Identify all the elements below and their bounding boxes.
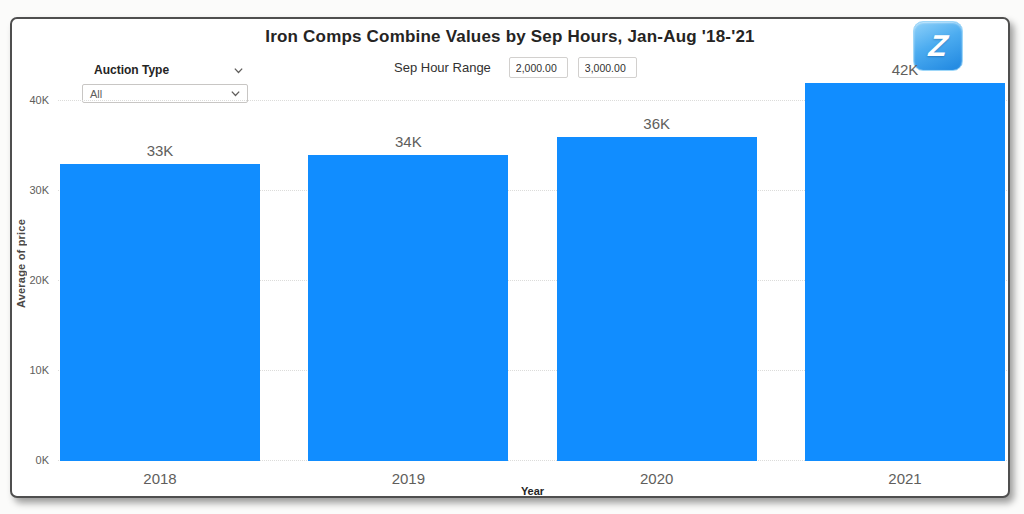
chevron-down-icon[interactable] (233, 65, 244, 76)
sep-hour-min-input[interactable] (509, 57, 568, 78)
y-tick-label: 30K (29, 184, 49, 196)
bar-value-label: 34K (395, 133, 422, 150)
bar[interactable] (557, 137, 757, 461)
bars-layer: 33K201834K201936K202042K2021 (58, 83, 1007, 461)
bar-group: 33K2018 (60, 142, 260, 461)
bar-group: 34K2019 (308, 133, 508, 461)
bar-value-label: 36K (643, 115, 670, 132)
sep-hour-range-filter: Sep Hour Range (394, 57, 647, 78)
y-tick-label: 40K (29, 94, 49, 106)
y-axis-title: Average of price (13, 209, 29, 319)
bar-group: 42K2021 (805, 61, 1005, 461)
y-tick-label: 0K (36, 454, 49, 466)
logo-letter: Z (927, 31, 948, 61)
x-axis-title: Year (58, 485, 1007, 497)
sep-hour-max-input[interactable] (578, 57, 637, 78)
auction-type-label: Auction Type (94, 63, 169, 77)
bar-value-label: 42K (892, 61, 919, 78)
plot-area: 0K10K20K30K40K 33K201834K201936K202042K2… (58, 83, 1007, 461)
bar-group: 36K2020 (557, 115, 757, 461)
y-tick-label: 20K (29, 274, 49, 286)
bar[interactable] (60, 164, 260, 461)
y-tick-label: 10K (29, 364, 49, 376)
auction-type-header: Auction Type (82, 61, 248, 79)
chart-title: Iron Comps Combine Values by Sep Hours, … (12, 27, 1008, 47)
sep-hour-range-label: Sep Hour Range (394, 60, 491, 75)
bar-value-label: 33K (147, 142, 174, 159)
bar[interactable] (805, 83, 1005, 461)
report-card: Iron Comps Combine Values by Sep Hours, … (10, 17, 1010, 498)
bar[interactable] (308, 155, 508, 461)
